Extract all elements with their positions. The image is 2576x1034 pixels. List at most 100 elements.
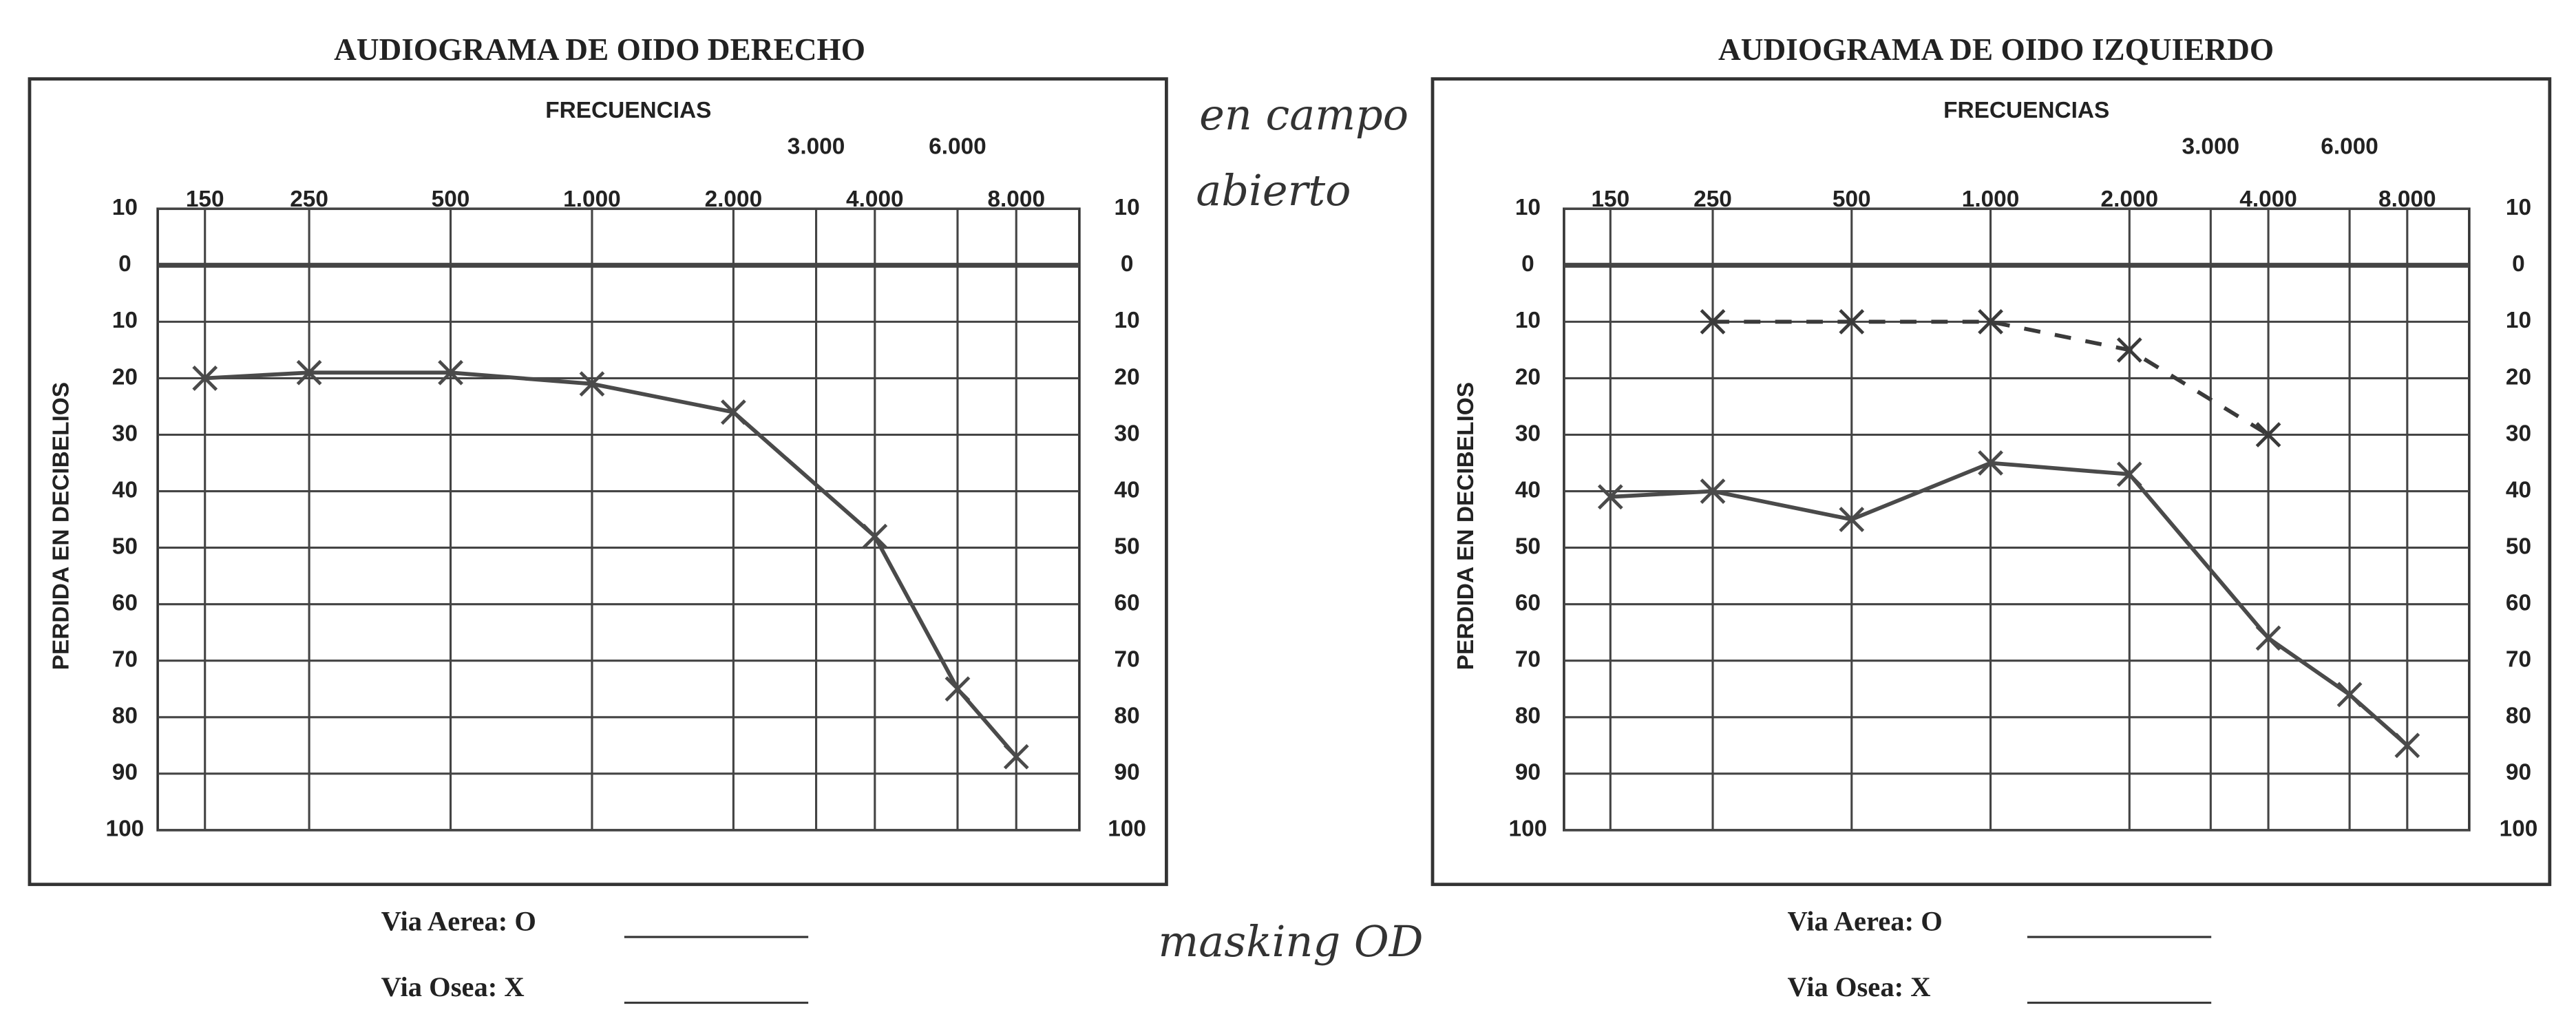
y-tick-label: 10 [1115,308,1140,333]
data-marker [1839,507,1865,532]
y-tick-label: 50 [1515,534,1541,559]
data-line [1713,319,2270,436]
data-marker [1978,308,2003,335]
x-tick-label: 500 [432,187,470,212]
x-tick-label: 6.000 [929,134,986,160]
y-tick-label: 20 [1115,364,1140,390]
chart-frame [1430,77,2552,887]
x-tick-label: 4.000 [2239,187,2297,212]
x-tick-label: 6.000 [2321,134,2378,160]
y-tick-label: 10 [1515,195,1541,220]
x-tick-label: 8.000 [2378,187,2436,212]
y-tick-label: 70 [112,647,138,673]
x-tick-label: 3.000 [788,134,845,160]
y-tick-label: 100 [1108,816,1146,842]
y-tick-label: 20 [112,364,138,390]
y-axis-label: PERDIDA EN DECIBELIOS [1453,382,1479,670]
legend-label: Via Aerea: O [381,905,536,936]
y-tick-label: 40 [1515,477,1541,503]
y-tick-label: 100 [1509,816,1548,842]
data-marker [2255,422,2281,447]
y-tick-label: 80 [1115,704,1140,729]
data-marker [2255,625,2281,651]
x-tick-label: 3.000 [2182,134,2240,160]
x-tick-label: 150 [1591,187,1629,212]
data-marker [192,366,218,391]
y-tick-label: 0 [1521,251,1534,277]
y-tick-label: 50 [2506,534,2531,559]
y-tick-label: 10 [1515,308,1541,333]
y-tick-label: 80 [112,704,138,729]
y-tick-label: 70 [1115,647,1140,673]
data-marker [1700,478,1726,504]
annotation: en campo [1199,89,1408,140]
legend-label: Via Aerea: O [1787,905,1942,936]
data-marker [296,359,322,386]
data-marker [2116,337,2142,363]
data-marker [944,676,971,702]
x-tick-label: 250 [290,187,328,212]
y-tick-label: 90 [1115,760,1140,785]
data-marker [720,399,746,425]
y-tick-label: 40 [1115,477,1140,503]
x-axis-label: FRECUENCIAS [545,98,711,123]
y-tick-label: 20 [2506,364,2531,390]
x-tick-label: 150 [186,187,224,212]
x-axis-label: FRECUENCIAS [1943,98,2109,123]
y-tick-label: 0 [1121,251,1134,277]
y-tick-label: 40 [112,477,138,503]
legend-label: Via Osea: X [1787,971,1930,1002]
y-tick-label: 90 [112,760,138,785]
legend-label: Via Osea: X [381,971,525,1002]
y-tick-label: 60 [1115,590,1140,615]
x-tick-label: 4.000 [846,187,904,212]
y-tick-label: 30 [112,421,138,446]
y-tick-label: 80 [2506,704,2531,729]
y-tick-label: 10 [112,308,138,333]
y-tick-label: 30 [1515,421,1541,446]
data-marker [1003,743,1029,770]
data-marker [1839,308,1865,335]
data-marker [2336,682,2363,708]
x-tick-label: 1.000 [1962,187,2020,212]
y-tick-label: 30 [2506,421,2531,446]
chart-title: AUDIOGRAMA DE OIDO IZQUIERDO [1718,32,2274,67]
y-tick-label: 70 [2506,647,2531,673]
y-tick-label: 20 [1515,364,1541,390]
data-marker [1700,308,1726,335]
chart-frame [28,77,1168,887]
x-tick-label: 500 [1833,187,1871,212]
y-tick-label: 10 [112,195,138,220]
data-marker [2116,461,2142,487]
y-tick-label: 100 [106,816,145,842]
data-marker [2394,732,2420,759]
y-tick-label: 60 [112,590,138,615]
y-tick-label: 80 [1515,704,1541,729]
y-tick-label: 30 [1115,421,1140,446]
data-marker [862,523,888,549]
y-tick-label: 40 [2506,477,2531,503]
data-line [204,370,1018,759]
data-marker [1597,484,1623,510]
data-marker [579,371,605,397]
y-tick-label: 90 [2506,760,2531,785]
y-tick-label: 50 [1115,534,1140,559]
annotation: masking OD [1158,916,1423,967]
x-tick-label: 8.000 [987,187,1045,212]
y-tick-label: 10 [2506,195,2531,220]
y-tick-label: 60 [2506,590,2531,615]
y-tick-label: 60 [1515,590,1541,615]
x-tick-label: 2.000 [705,187,763,212]
y-tick-label: 70 [1515,647,1541,673]
y-tick-label: 0 [118,251,131,277]
y-tick-label: 10 [2506,308,2531,333]
x-tick-label: 1.000 [563,187,621,212]
x-tick-label: 2.000 [2101,187,2159,212]
annotation: abierto [1196,165,1351,215]
y-tick-label: 0 [2512,251,2525,277]
y-tick-label: 100 [2500,816,2538,842]
data-marker [1978,450,2003,476]
data-marker [438,359,463,386]
x-tick-label: 250 [1693,187,1732,212]
